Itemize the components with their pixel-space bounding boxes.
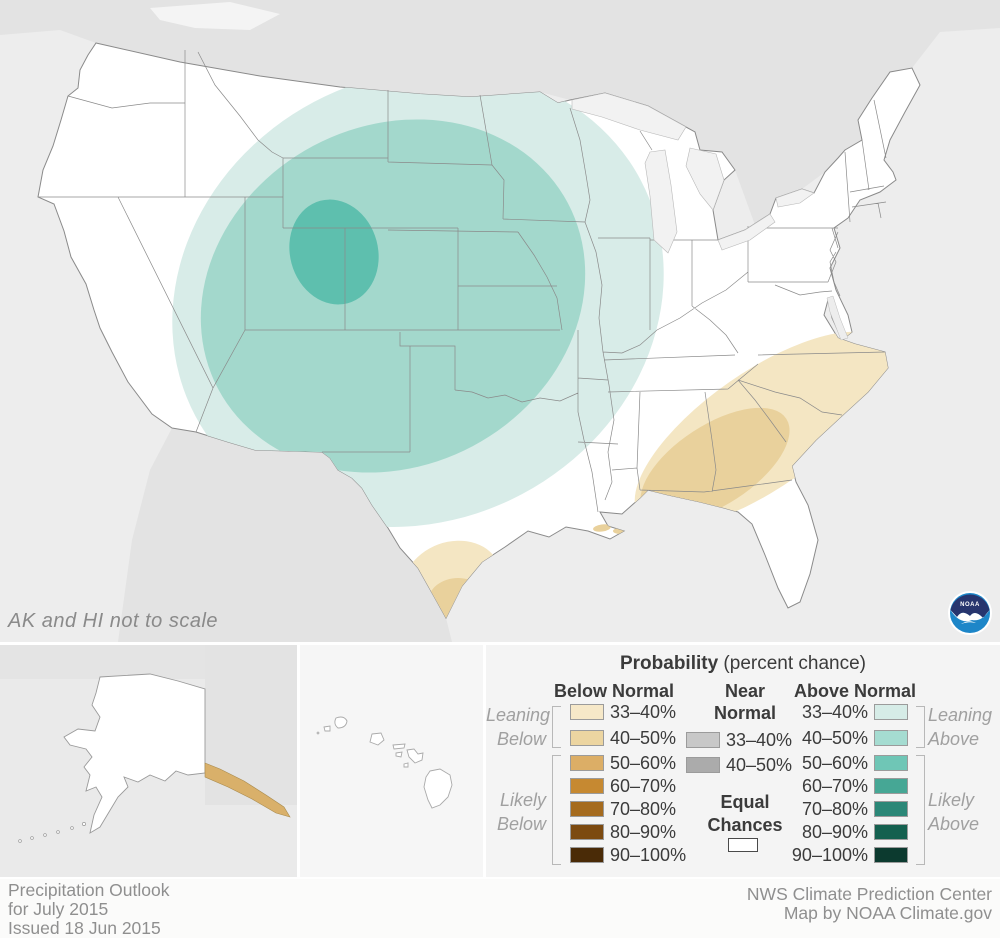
likely-below-label-2: Below [496,814,546,834]
near-normal-header-line2: Normal [713,703,776,723]
footer-period-line: for July 2015 [8,899,109,919]
conus-map: NOAA [0,0,1000,642]
below-swatch-90-100 [570,847,604,863]
below-label-60-70: 60–70% [610,776,677,796]
equal-chances-swatch [728,838,758,852]
noaa-logo: NOAA [948,591,992,635]
above-label-60-70: 60–70% [801,776,868,796]
below-label-70-80: 70–80% [610,799,677,819]
scale-note: AK and HI not to scale [8,610,219,632]
hawaii-inset [300,645,483,877]
great-lakes [571,92,815,254]
below-swatch-70-80 [570,801,604,817]
above-normal-header: Above Normal [794,681,917,701]
state-borders [38,50,887,513]
below-swatch-33-40 [570,704,604,720]
below-normal-region-louisiana-coast [593,524,611,532]
vancouver-island [150,2,280,30]
aleutian-islands [18,822,86,843]
canada-landmass [0,0,1000,225]
footer-issued-line: Issued 18 Jun 2015 [8,918,161,938]
below-label-33-40: 33–40% [610,702,677,722]
legend-title-bold: Probability [619,653,719,674]
likely-above-bracket [916,755,925,865]
alaska-land [63,673,206,834]
footer-credit-line: Map by NOAA Climate.gov [783,903,992,923]
above-label-40-50: 40–50% [801,728,868,748]
below-label-80-90: 80–90% [610,822,677,842]
footer-source-line: NWS Climate Prediction Center [746,884,992,904]
near-label-33-40: 33–40% [726,730,793,750]
above-label-80-90: 80–90% [801,822,868,842]
legend: Probability (percent chance) Below Norma… [486,645,1000,877]
equal-chances-line1: Equal [720,792,770,812]
leaning-below-label-2: Below [496,729,546,749]
mexico-landmass [118,428,452,642]
near-swatch-40-50 [686,757,720,773]
leaning-above-label-1: Leaning [928,705,993,725]
below-normal-header: Below Normal [554,681,675,701]
footer: Precipitation Outlook for July 2015 Issu… [0,879,1000,938]
footer-right: NWS Climate Prediction Center Map by NOA… [747,885,992,923]
below-swatch-40-50 [570,730,604,746]
likely-above-label-2: Above [928,814,980,834]
legend-title: Probability (percent chance) [486,653,1000,675]
above-normal-region-40-50 [200,119,586,473]
likely-above-label-1: Likely [928,790,975,810]
alaska-inset [0,645,297,877]
below-swatch-60-70 [570,778,604,794]
above-swatch-70-80 [874,801,908,817]
equal-chances-line2: Chances [707,815,783,835]
leaning-below-label-1: Leaning [486,705,551,725]
hawaii-islands [316,716,453,809]
chesapeake-bay [826,295,849,341]
above-normal-region-50-60 [289,199,379,305]
noaa-logo-text: NOAA [960,602,980,608]
below-label-50-60: 50–60% [610,753,677,773]
legend-title-rest: (percent chance) [718,653,867,674]
above-label-90-100: 90–100% [791,845,868,865]
below-swatch-80-90 [570,824,604,840]
likely-below-bracket [552,755,561,865]
near-normal-header-line1: Near [724,681,766,701]
hawaii-map [300,645,483,877]
near-label-40-50: 40–50% [726,755,793,775]
alaska-below-normal-panhandle [204,762,291,818]
above-swatch-90-100 [874,847,908,863]
above-swatch-33-40 [874,704,908,720]
above-label-50-60: 50–60% [801,753,868,773]
leaning-above-label-2: Above [928,729,980,749]
below-label-40-50: 40–50% [610,728,677,748]
footer-title-line: Precipitation Outlook [8,880,170,900]
leaning-above-bracket [916,706,925,748]
near-swatch-33-40 [686,732,720,748]
below-swatch-50-60 [570,755,604,771]
above-swatch-50-60 [874,755,908,771]
above-label-70-80: 70–80% [801,799,868,819]
above-swatch-40-50 [874,730,908,746]
above-label-33-40: 33–40% [801,702,868,722]
conus-map-area: NOAA AK and HI not to scale [0,0,1000,642]
above-swatch-80-90 [874,824,908,840]
leaning-below-bracket [552,706,561,748]
alaska-map [0,645,297,877]
footer-left: Precipitation Outlook for July 2015 Issu… [8,881,169,938]
below-label-90-100: 90–100% [610,845,687,865]
above-swatch-60-70 [874,778,908,794]
likely-below-label-1: Likely [499,790,546,810]
